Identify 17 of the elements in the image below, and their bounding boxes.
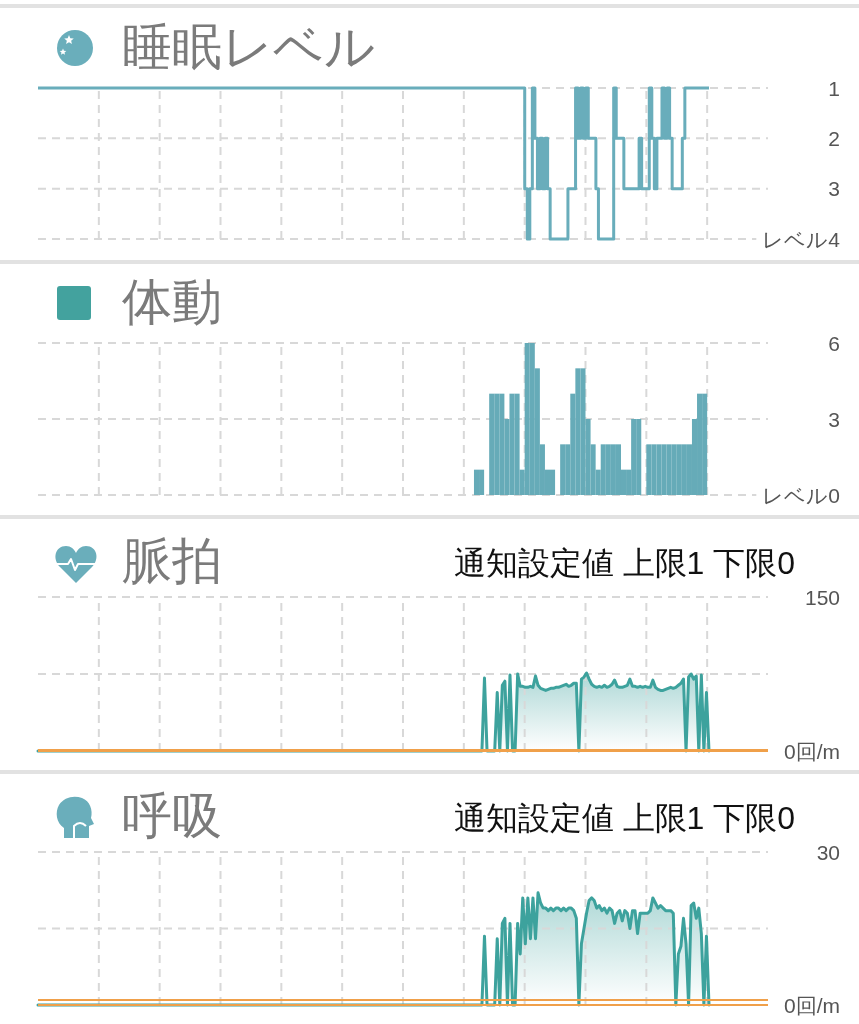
y-tick-label: 150 <box>804 585 840 609</box>
y-tick-label: 3 <box>828 177 840 201</box>
chart-title: 呼吸 <box>122 788 222 844</box>
chart-title: 脈拍 <box>122 533 222 589</box>
chart-title: 体動 <box>122 274 222 330</box>
y-tick-label: レベル4 <box>762 227 841 251</box>
y-tick-label: 2 <box>828 126 840 150</box>
y-tick-label: 30 <box>816 840 840 864</box>
y-tick-label: レベル0 <box>762 483 840 507</box>
y-tick-label: 0回/m <box>783 993 840 1017</box>
y-tick-label: 3 <box>828 407 840 431</box>
chart-subtitle: 通知設定値 上限1 下限0 <box>453 545 795 581</box>
chart-subtitle: 通知設定値 上限1 下限0 <box>453 800 795 836</box>
y-tick-label: 1 <box>828 76 840 100</box>
chart-title: 睡眠レベル <box>122 19 375 75</box>
y-tick-label: 0回/m <box>783 739 840 763</box>
y-tick-label: 6 <box>828 331 840 355</box>
